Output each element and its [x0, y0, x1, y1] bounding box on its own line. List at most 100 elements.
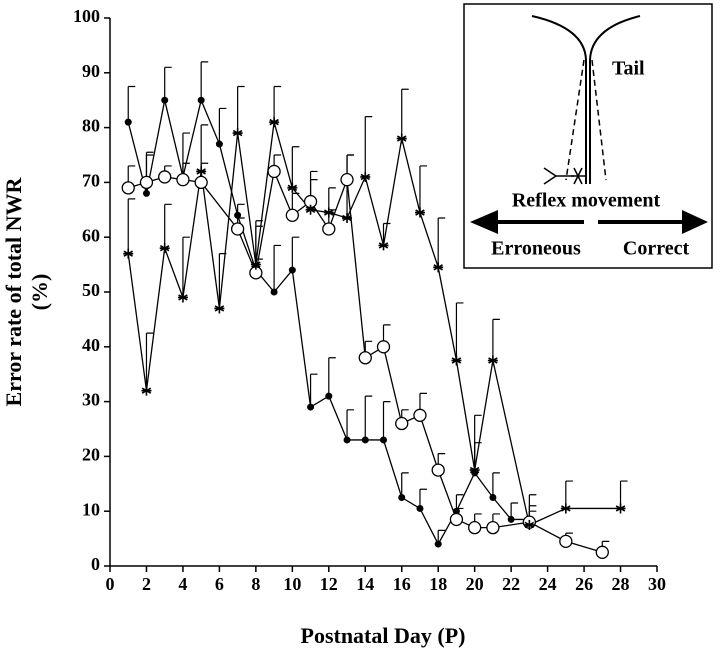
- error-bar: [255, 220, 263, 265]
- x-tick-label: 14: [356, 574, 374, 594]
- x-tick-label: 20: [466, 574, 484, 594]
- asterisk-marker: [451, 355, 462, 366]
- error-bar: [328, 357, 336, 397]
- y-tick-label: 70: [82, 171, 100, 191]
- inset: Tail Reflex movement Erroneous Correct: [463, 3, 713, 269]
- x-tick-label: 30: [648, 574, 666, 594]
- error-bar: [273, 244, 282, 292]
- x-tick-label: 8: [251, 574, 260, 594]
- filled-circle-marker: [215, 140, 223, 148]
- asterisk-marker: [378, 240, 389, 251]
- asterisk-marker: [342, 213, 353, 224]
- filled-circle-marker: [197, 96, 205, 104]
- error-bar: [401, 472, 409, 498]
- error-bar: [145, 332, 154, 391]
- filled-circle-marker: [124, 118, 132, 126]
- asterisk-marker: [159, 243, 170, 254]
- error-bar: [164, 203, 172, 249]
- asterisk-marker: [487, 355, 498, 366]
- open-circle-marker: [176, 173, 190, 187]
- open-circle-marker: [139, 175, 154, 190]
- asterisk-marker: [232, 128, 243, 139]
- y-axis-label: (%): [27, 274, 52, 311]
- error-bar: [182, 236, 190, 298]
- stimulus-point: [571, 167, 585, 185]
- open-circle-marker: [285, 208, 299, 222]
- open-circle-marker: [559, 534, 573, 548]
- error-bar: [419, 165, 427, 213]
- filled-circle-marker: [307, 403, 315, 411]
- open-circle-marker: [376, 340, 391, 354]
- open-circle-marker: [358, 351, 372, 365]
- filled-circle-marker: [507, 515, 515, 523]
- error-bar: [291, 146, 300, 188]
- filled-circle-marker: [234, 211, 242, 219]
- asterisk-marker: [360, 171, 371, 182]
- error-bar: [200, 124, 209, 172]
- inset-text: Erroneous: [491, 238, 581, 260]
- open-circle-marker: [468, 520, 482, 535]
- x-tick-label: 24: [539, 574, 557, 594]
- error-bar: [273, 85, 282, 123]
- x-tick-label: 22: [502, 574, 520, 594]
- asterisk-marker: [141, 385, 152, 396]
- error-bar: [455, 302, 464, 361]
- error-bar: [492, 318, 500, 361]
- arrow-right-head: [682, 210, 708, 234]
- y-tick-label: 0: [91, 554, 100, 574]
- open-circle-marker: [395, 416, 409, 431]
- filled-circle-marker: [434, 540, 442, 548]
- y-tick-label: 40: [82, 335, 100, 355]
- x-tick-label: 6: [215, 574, 224, 594]
- error-bar: [364, 116, 373, 177]
- filled-circle-marker: [380, 436, 387, 444]
- y-tick-label: 10: [82, 499, 100, 519]
- asterisk-marker: [123, 248, 134, 259]
- y-tick-label: 100: [73, 6, 100, 26]
- series-line: [127, 121, 621, 526]
- asterisk-marker: [469, 465, 480, 476]
- open-circle-marker: [340, 173, 354, 187]
- x-tick-label: 16: [393, 574, 411, 594]
- open-circle-marker: [431, 463, 445, 477]
- arrow-left-head: [470, 210, 498, 234]
- filled-circle-marker: [288, 266, 296, 274]
- error-bar: [164, 66, 172, 101]
- open-circle-marker: [194, 175, 208, 190]
- y-tick-label: 20: [82, 445, 100, 465]
- y-tick-label: 60: [82, 225, 100, 245]
- error-bar: [565, 480, 573, 509]
- asterisk-marker: [433, 262, 444, 273]
- x-tick-label: 0: [106, 574, 115, 594]
- filled-circle-marker: [325, 392, 333, 400]
- y-tick-label: 30: [82, 390, 100, 410]
- inset-text: Reflex movement: [512, 190, 661, 212]
- open-circle-marker: [230, 222, 245, 236]
- open-circle-marker: [413, 408, 427, 422]
- tail-right: [589, 15, 641, 184]
- error-bar: [328, 187, 336, 213]
- filled-circle-marker: [361, 436, 369, 444]
- x-tick-label: 12: [320, 574, 338, 594]
- filled-circle-marker: [398, 494, 406, 501]
- inset-text: Correct: [623, 238, 690, 260]
- asterisk-marker: [323, 207, 334, 218]
- filled-circle-marker: [452, 507, 460, 515]
- y-axis-label: Error rate of total NWR: [1, 176, 26, 406]
- asterisk-marker: [177, 292, 188, 303]
- error-bar: [346, 409, 355, 440]
- open-circle-marker: [267, 164, 281, 179]
- x-axis-label: Postnatal Day (P): [301, 623, 466, 648]
- error-bar: [218, 107, 227, 145]
- error-bar: [364, 395, 373, 440]
- x-tick-label: 18: [429, 574, 447, 594]
- error-bar: [291, 236, 300, 271]
- filled-circle-marker: [489, 494, 497, 501]
- error-bar: [437, 217, 446, 268]
- filled-circle-marker: [270, 288, 278, 296]
- x-tick-label: 28: [612, 574, 630, 594]
- open-circle-marker: [486, 520, 500, 535]
- asterisk-marker: [214, 303, 225, 314]
- asterisk-marker: [287, 182, 298, 193]
